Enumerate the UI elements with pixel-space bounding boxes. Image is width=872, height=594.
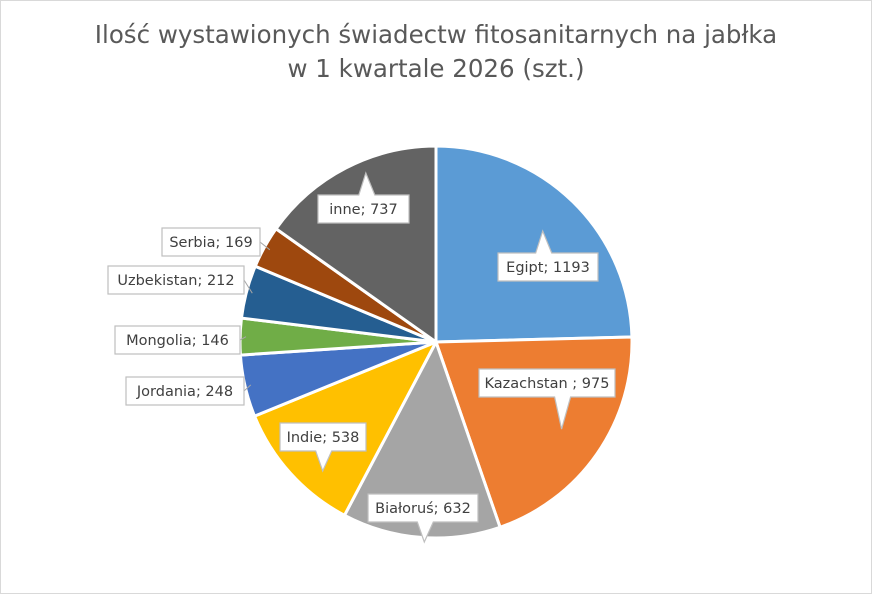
data-labels: Egipt; 1193 Kazachstan ; 975 Białoruś; 632…: [107, 171, 616, 544]
data-label-2: Kazachstan ; 975: [478, 368, 616, 430]
label-text-3: Białoruś; 632: [375, 501, 471, 517]
label-box-6: [114, 325, 241, 355]
leader-line-6: [239, 336, 247, 341]
chart-title: Ilość wystawionych świadectw fitosanitar…: [0, 18, 872, 86]
label-text-7: Uzbekistan; 212: [117, 273, 234, 289]
label-box-1: [497, 229, 599, 282]
label-text-9: inne; 737: [329, 202, 398, 218]
label-text-8: Serbia; 169: [169, 235, 252, 251]
label-box-3: [367, 493, 479, 544]
label-box-8: [161, 227, 261, 257]
label-text-5: Jordania; 248: [136, 384, 233, 400]
label-box-7: [107, 265, 245, 295]
label-box-2: [478, 368, 616, 430]
data-label-8: Serbia; 169: [161, 227, 271, 257]
label-text-1: Egipt; 1193: [506, 260, 590, 276]
data-label-4: Indie; 538: [279, 422, 367, 473]
label-box-5: [125, 376, 245, 406]
pie-slice-3: [342, 340, 502, 540]
pie-slices: [238, 144, 634, 540]
chart-title-line-2: w 1 kwartale 2026 (szt.): [287, 54, 585, 83]
leader-line-8: [259, 241, 271, 251]
label-text-2: Kazachstan ; 975: [485, 376, 610, 392]
label-box-4: [279, 422, 367, 473]
data-label-7: Uzbekistan; 212: [107, 265, 253, 295]
label-text-6: Mongolia; 146: [126, 333, 229, 349]
label-text-4: Indie; 538: [287, 430, 360, 446]
leader-line-5: [243, 384, 252, 392]
data-label-1: Egipt; 1193: [497, 229, 599, 282]
label-box-9: [317, 171, 410, 224]
data-label-6: Mongolia; 146: [114, 325, 247, 355]
data-label-9: inne; 737: [317, 171, 410, 224]
chart-title-line-1: Ilość wystawionych świadectw fitosanitar…: [94, 20, 778, 49]
pie-slice-1: [434, 144, 634, 344]
data-label-3: Białoruś; 632: [367, 493, 479, 544]
leader-line-7: [243, 279, 253, 294]
data-label-5: Jordania; 248: [125, 376, 252, 406]
